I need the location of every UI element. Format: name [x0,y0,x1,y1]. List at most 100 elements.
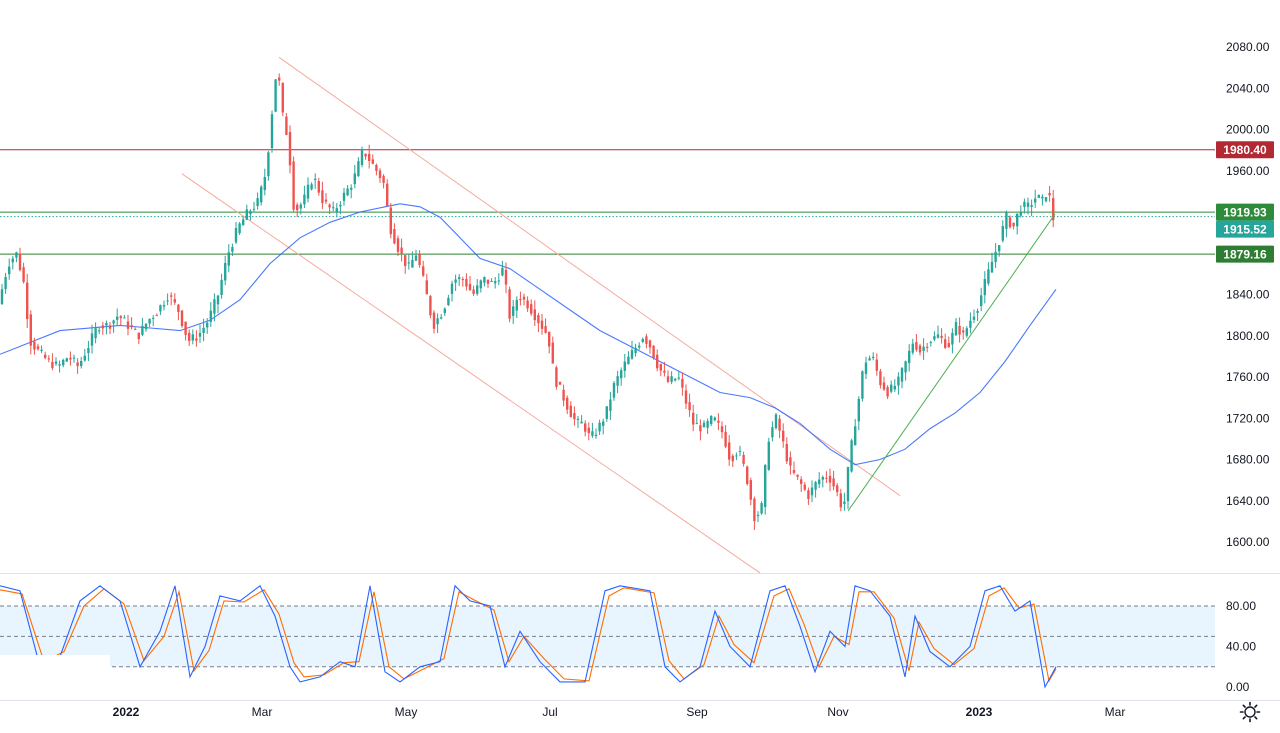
candle-body [256,198,259,207]
candle-body [440,317,443,319]
candle-body [51,361,54,369]
candle-body [695,423,698,425]
candle-body [1048,193,1051,196]
candle-body [137,332,140,340]
candle-body [663,370,666,373]
candle-body [980,295,983,306]
candle-body [670,376,673,382]
candle-body [908,350,911,364]
candle-body [620,370,623,379]
candle-body [260,186,263,203]
candle-body [130,325,133,328]
time-tick-label: 2022 [113,705,140,719]
candle-body [861,371,864,399]
candle-body [465,279,468,287]
candle-body [238,223,241,234]
candle-body [688,402,691,411]
channel-lines [181,56,901,574]
price-label-text: 1879.16 [1223,248,1267,262]
candle-body [411,259,414,268]
candle-body [587,427,590,434]
candle-body [551,342,554,364]
candle-body [515,299,518,311]
candle-body [947,342,950,348]
candle-body [1001,226,1004,241]
candle-body [303,194,306,205]
candle-body [386,183,389,206]
candle-body [576,418,580,420]
candle-body [706,421,709,428]
candle-body [87,348,90,354]
oscillator-legend-mask [0,655,110,699]
candle-body [825,477,828,479]
price-label-text: 1980.40 [1223,143,1267,157]
candle-body [0,289,4,304]
price-tick-label: 1600.00 [1226,535,1270,549]
price-tick-label: 2000.00 [1226,123,1270,137]
price-tick-label: 1760.00 [1226,370,1270,384]
candle-body [951,332,954,345]
candle-body [789,457,792,466]
candle-body [814,482,817,490]
candle-body [569,405,572,418]
candle-body [522,296,526,300]
candle-body [886,387,889,397]
candle-body [591,431,594,436]
candle-body [728,442,731,460]
candle-body [180,310,184,327]
candle-body [123,317,126,319]
candle-body [1005,212,1008,229]
candle-body [756,514,760,517]
candle-body [882,382,886,390]
candle-body [224,263,227,281]
candle-body [105,322,108,326]
candle-body [227,252,230,266]
candle-body [674,378,677,381]
candle-body [76,362,79,367]
candle-body [468,283,472,290]
oscillator-tick-label: 0.00 [1226,680,1250,694]
candle-body [767,441,770,470]
candle-body [764,464,767,507]
gear-icon[interactable] [1238,700,1262,724]
candle-body [904,361,907,373]
candle-body [476,285,479,294]
price-tick-label: 1960.00 [1226,164,1270,178]
candle-body [490,281,493,283]
candle-body [65,358,68,362]
candle-body [4,276,7,290]
candle-body [533,309,536,321]
candle-body [245,209,248,220]
price-axis: 2080.002040.002000.001960.001920.001880.… [1226,40,1270,549]
candle-body [234,228,238,243]
candle-body [566,397,569,410]
candle-body [90,333,94,346]
candle-body [940,335,943,338]
price-label-text: 1915.52 [1223,223,1267,237]
candle-body [443,308,446,314]
candle-body [868,358,871,361]
oscillator-tick-label: 80.00 [1226,599,1256,613]
candle-body [875,359,878,371]
candle-body [638,345,641,348]
candle-body [148,318,151,324]
candle-body [141,325,144,335]
candle-body [422,266,425,276]
candle-body [846,467,850,502]
candle-body [926,346,929,348]
price-tick-label: 2040.00 [1226,81,1270,95]
candle-body [573,412,576,420]
candle-body [958,325,961,335]
oscillator-pane: 80.00 40.00 0.00 [0,584,1256,699]
candle-body [83,355,86,361]
candle-body [342,192,346,201]
candle-body [47,358,50,360]
candle-body [98,330,101,332]
candle-body [350,187,353,190]
candle-body [296,204,299,211]
candle-body [929,342,932,344]
candle-body [969,320,972,328]
candle-body [735,455,738,457]
